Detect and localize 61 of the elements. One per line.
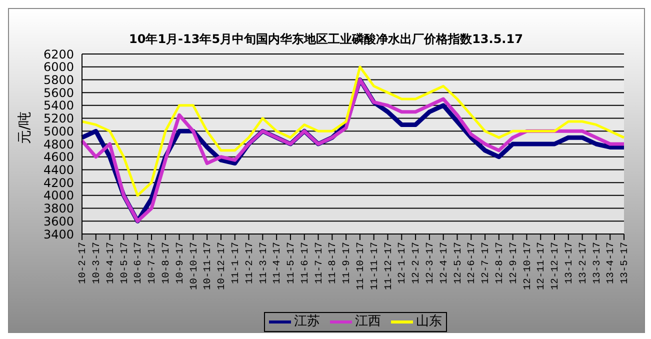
x-tick-label: 12-5-17: [453, 242, 464, 284]
y-tick-label: 3600: [43, 214, 74, 228]
y-tick-label: 5000: [43, 124, 74, 138]
x-tick-label: 11-5-17: [286, 242, 298, 284]
y-tick-label: 5600: [43, 86, 74, 100]
x-tick-label: 12-10-17: [522, 242, 534, 290]
x-tick-label: 11-10-17: [356, 242, 368, 290]
x-tick-label: 12-8-17: [495, 242, 506, 284]
x-tick-label: 10-2-17: [78, 242, 90, 284]
y-tick-label: 5400: [43, 98, 74, 113]
x-tick-label: 11-1-17: [230, 242, 242, 284]
x-tick-label: 10-12-17: [217, 242, 228, 290]
x-tick-label: 10-5-17: [120, 242, 131, 284]
x-tick-label: 10-10-17: [189, 242, 200, 290]
legend-label: 江西: [355, 313, 381, 331]
x-tick-label: 13-2-17: [578, 242, 590, 284]
x-tick-label: 12-2-17: [412, 242, 423, 284]
x-tick-label: 10-9-17: [175, 242, 186, 284]
y-axis-title: 元/吨: [16, 111, 33, 144]
x-tick-label: 12-12-17: [550, 242, 562, 290]
x-tick-label: 10-8-17: [161, 242, 172, 284]
x-tick-label: 10-6-17: [134, 242, 145, 284]
x-tick-label: 11-7-17: [314, 242, 326, 284]
x-tick-label: 10-11-17: [203, 242, 214, 290]
x-tick-label: 12-4-17: [439, 242, 450, 284]
y-tick-label: 4600: [43, 150, 74, 164]
y-tick-label: 4000: [43, 188, 74, 203]
x-tick-label: 11-2-17: [244, 242, 256, 284]
legend-label: 山东: [416, 313, 442, 331]
x-tick-label: 12-9-17: [508, 242, 520, 284]
line-series: [80, 66, 626, 197]
x-tick-label: 10-7-17: [148, 242, 159, 284]
y-tick-label: 4200: [43, 176, 74, 190]
chart-title: 10年1月-13年5月中旬国内华东地区工业磷酸净水出厂价格指数13.5.17: [129, 31, 523, 48]
x-tick-label: 11-11-17: [370, 242, 381, 290]
x-tick-label: 12-6-17: [467, 242, 478, 284]
x-tick-label: 12-3-17: [426, 242, 437, 284]
x-tick-label: 11-12-17: [384, 242, 395, 290]
x-tick-label: 10-3-17: [92, 242, 103, 284]
x-tick-label: 12-11-17: [536, 242, 548, 290]
x-tick-label: 10-4-17: [106, 242, 117, 284]
y-tick-label: 5200: [43, 112, 74, 126]
x-tick-label: 11-4-17: [272, 242, 284, 284]
x-tick-label: 11-8-17: [328, 242, 340, 284]
x-tick-label: 12-1-17: [398, 242, 409, 284]
x-tick-label: 13-1-17: [564, 242, 576, 284]
y-tick-label: 6200: [43, 47, 74, 62]
x-tick-label: 13-5-17: [620, 242, 632, 284]
x-tick-label: 13-3-17: [592, 242, 604, 284]
y-tick-label: 3800: [43, 202, 74, 216]
x-tick-label: 13-4-17: [606, 242, 618, 284]
legend-label: 江苏: [294, 313, 320, 331]
y-tick-label: 4400: [43, 162, 74, 177]
y-tick-label: 6000: [43, 60, 74, 74]
x-tick-label: 11-3-17: [258, 242, 270, 284]
y-tick-label: 3400: [43, 227, 74, 242]
x-tick-label: 12-7-17: [481, 242, 492, 284]
x-tick-label: 11-9-17: [342, 242, 354, 284]
y-tick-label: 4800: [43, 137, 74, 152]
y-tick-label: 5800: [43, 72, 74, 87]
x-tick-label: 11-6-17: [300, 242, 312, 284]
